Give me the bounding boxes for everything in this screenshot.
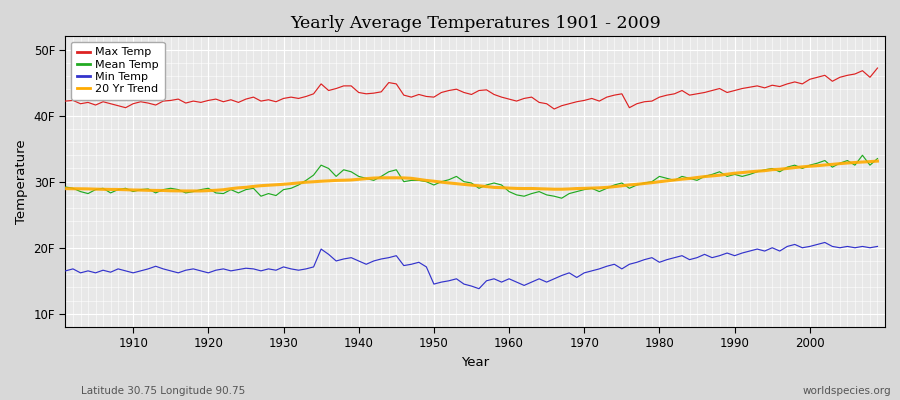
Legend: Max Temp, Mean Temp, Min Temp, 20 Yr Trend: Max Temp, Mean Temp, Min Temp, 20 Yr Tre… bbox=[71, 42, 165, 100]
Y-axis label: Temperature: Temperature bbox=[15, 139, 28, 224]
Text: worldspecies.org: worldspecies.org bbox=[803, 386, 891, 396]
Title: Yearly Average Temperatures 1901 - 2009: Yearly Average Temperatures 1901 - 2009 bbox=[290, 15, 661, 32]
X-axis label: Year: Year bbox=[461, 356, 490, 369]
Text: Latitude 30.75 Longitude 90.75: Latitude 30.75 Longitude 90.75 bbox=[81, 386, 245, 396]
